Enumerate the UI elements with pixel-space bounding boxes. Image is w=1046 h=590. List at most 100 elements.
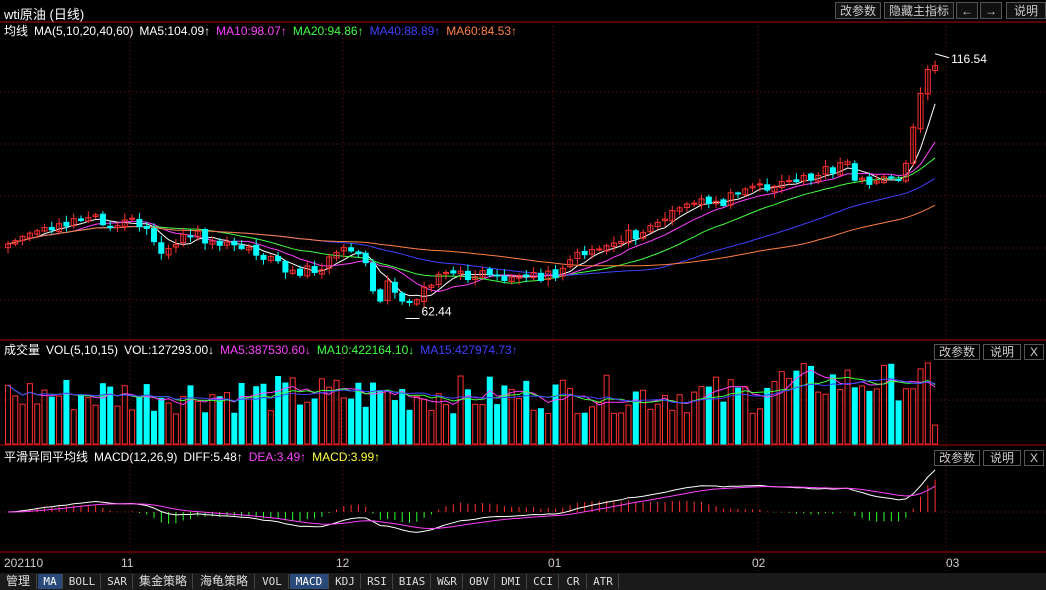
- candle-body: [742, 188, 749, 196]
- arrow-right-icon[interactable]: →: [980, 2, 1002, 19]
- volume-bar: [501, 385, 508, 445]
- tab-ma[interactable]: MA: [38, 574, 63, 589]
- volume-bar: [778, 371, 785, 445]
- volume-bar: [902, 388, 909, 445]
- candle-body: [866, 176, 873, 185]
- candle-body: [888, 176, 895, 179]
- volume-bar: [194, 401, 201, 445]
- candle-body: [41, 227, 48, 232]
- annotations: 116.54 62.44: [405, 52, 987, 319]
- volume-bar: [85, 397, 92, 445]
- tab-rsi[interactable]: RSI: [362, 574, 393, 589]
- volume-bar: [348, 398, 355, 445]
- volume-bar: [202, 412, 209, 445]
- macd-close-icon[interactable]: X: [1024, 450, 1044, 466]
- candle-body: [165, 248, 172, 256]
- candle-body: [698, 198, 705, 206]
- volume-bar: [165, 402, 172, 445]
- tab-turtle[interactable]: 海龟策略: [194, 574, 255, 589]
- volume-bar: [428, 409, 435, 445]
- volume-bar: [537, 408, 544, 445]
- candle-body: [282, 260, 289, 273]
- candle-body: [683, 203, 690, 208]
- candle-body: [800, 174, 807, 182]
- edit-params-button[interactable]: 改参数: [835, 2, 881, 19]
- tab-bias[interactable]: BIAS: [394, 574, 431, 589]
- candle-body: [413, 299, 420, 305]
- candle-body: [443, 272, 449, 275]
- hide-main-indicator-button[interactable]: 隐藏主指标: [884, 2, 954, 19]
- candle-body: [245, 246, 252, 251]
- volume-bar: [209, 394, 216, 445]
- tab-macd[interactable]: MACD: [290, 574, 329, 589]
- candle-body: [48, 226, 55, 231]
- candle-body: [26, 232, 33, 239]
- candle-body: [92, 214, 99, 218]
- volume-bar: [764, 387, 771, 445]
- ma-legend-params: MA(5,10,20,40,60): [34, 24, 134, 38]
- candle-body: [647, 225, 654, 233]
- candle-body: [464, 270, 471, 281]
- volume-bar: [377, 391, 384, 445]
- candle-body: [289, 269, 296, 274]
- volume-bar: [486, 376, 493, 445]
- volume-bar: [121, 385, 128, 445]
- candle-body: [428, 284, 435, 288]
- tab-jijin[interactable]: 集金策略: [134, 574, 193, 589]
- candle-body: [348, 247, 355, 252]
- volume-bar: [924, 362, 931, 445]
- tab-dmi[interactable]: DMI: [496, 574, 527, 589]
- candle-body: [771, 185, 778, 193]
- candle-body: [99, 213, 106, 226]
- candle-body: [275, 255, 282, 262]
- volume-bar: [866, 390, 873, 445]
- volume-bar: [41, 389, 48, 445]
- ma5-value: MA5:104.09↑: [139, 24, 211, 38]
- candle-body: [136, 218, 143, 228]
- candle-body: [143, 225, 150, 229]
- candle-body: [727, 192, 734, 206]
- ma10-line: [7, 141, 936, 293]
- tab-kdj[interactable]: KDJ: [330, 574, 361, 589]
- volume-bar: [435, 393, 442, 445]
- candle-body: [384, 280, 391, 302]
- tab-atr[interactable]: ATR: [588, 574, 619, 589]
- tab-wr[interactable]: W&R: [432, 574, 463, 589]
- tab-sar[interactable]: SAR: [102, 574, 133, 589]
- volume-edit-params-button[interactable]: 改参数: [934, 344, 980, 360]
- volume-bar: [275, 376, 282, 445]
- candle-body: [297, 268, 303, 276]
- diff-value: DIFF:5.48↑: [183, 450, 243, 464]
- volume-ma-lines: [7, 369, 936, 406]
- volume-help-button[interactable]: 说明: [983, 344, 1021, 360]
- volume-bar: [676, 394, 683, 445]
- candle-body: [537, 272, 544, 281]
- candle-body: [85, 217, 92, 222]
- volume-bar: [749, 412, 756, 445]
- candle-body: [654, 221, 661, 227]
- tab-cr[interactable]: CR: [560, 574, 587, 589]
- candle-body: [238, 245, 245, 250]
- candle-body: [793, 179, 800, 183]
- volume-bar: [472, 403, 479, 445]
- tab-boll[interactable]: BOLL: [64, 574, 101, 589]
- candle-body: [829, 167, 836, 174]
- volume-bar: [932, 424, 939, 445]
- arrow-left-icon[interactable]: ←: [956, 2, 978, 19]
- volume-close-icon[interactable]: X: [1024, 344, 1044, 360]
- tab-manage[interactable]: 管理: [0, 574, 37, 589]
- volume-bar: [720, 401, 727, 445]
- tab-cci[interactable]: CCI: [528, 574, 559, 589]
- volume-bar: [158, 398, 165, 445]
- help-button[interactable]: 说明: [1006, 2, 1046, 19]
- candle-body: [610, 242, 617, 247]
- tab-obv[interactable]: OBV: [464, 574, 495, 589]
- volume-bar: [808, 365, 814, 445]
- candle-body: [873, 180, 880, 184]
- volume-bar: [56, 395, 63, 445]
- macd-help-button[interactable]: 说明: [983, 450, 1021, 466]
- kline-chart[interactable]: 116.54 62.44: [0, 0, 1046, 573]
- candle-body: [194, 230, 201, 238]
- tab-vol[interactable]: VOL: [256, 574, 289, 589]
- candle-body: [129, 217, 136, 220]
